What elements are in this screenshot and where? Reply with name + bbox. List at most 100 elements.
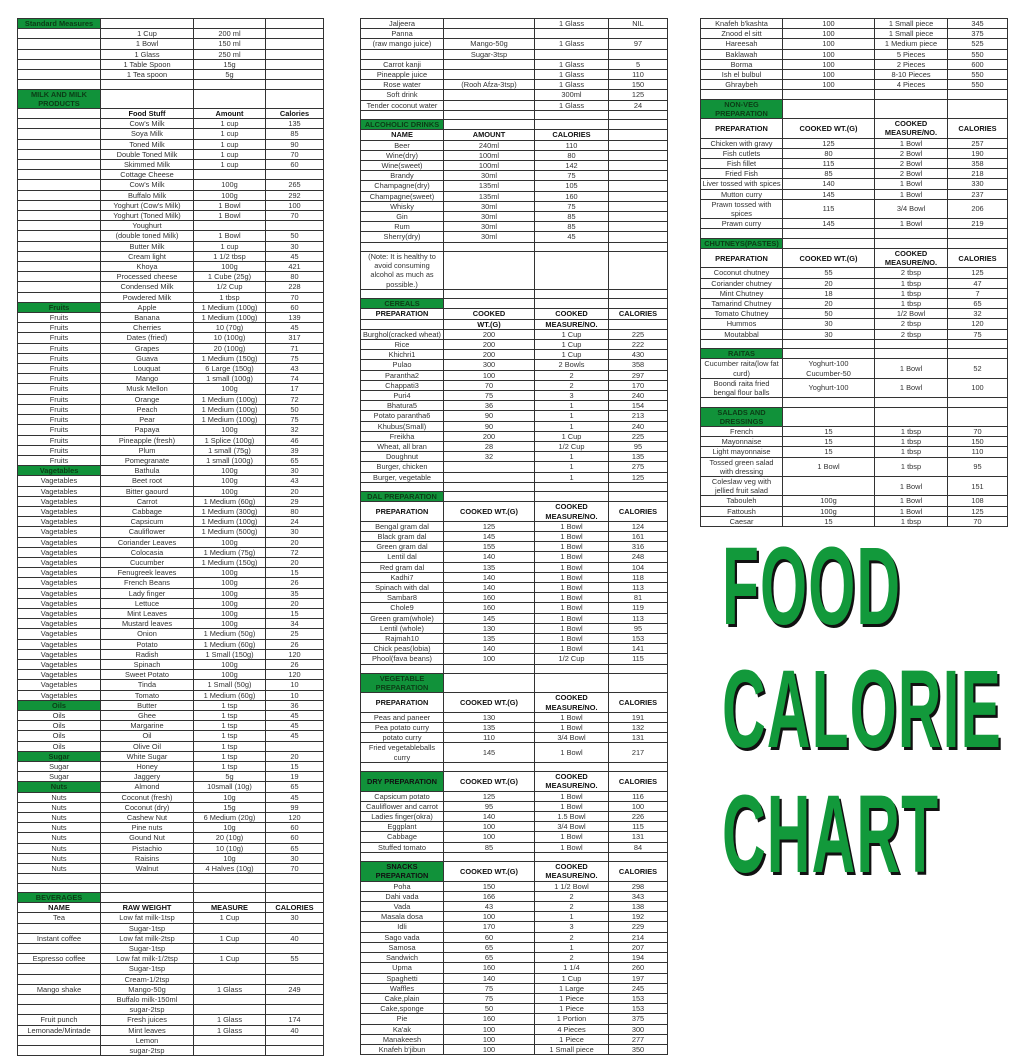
table-cell: 36 — [265, 699, 324, 711]
table-cell: Baklawah — [700, 48, 783, 60]
table-cell: 85 — [443, 841, 535, 853]
table-cell: 1 Bowl — [874, 358, 948, 379]
table-cell: 150 — [947, 436, 1008, 448]
table-row: Vagetables Colocasia 1 Medium (75g) 72 — [17, 546, 324, 558]
table-cell: Capsicum — [100, 516, 194, 528]
table-cell: 2 — [534, 890, 609, 903]
table-row: Potato parantha6 90 1 213 — [360, 410, 668, 422]
table-cell: Processed cheese — [100, 271, 194, 283]
table-cell — [360, 318, 444, 330]
table-row: Vagetables Lady finger 100g 35 — [17, 587, 324, 599]
table-row: Cottage Cheese — [17, 169, 324, 181]
table-cell: 46 — [265, 434, 324, 446]
table-row: Khoya 100g 421 — [17, 261, 324, 273]
table-cell — [700, 228, 783, 239]
calorie-table-right: Knafeh b'kashta 100 1 Small piece 345 Znood … — [700, 17, 1008, 528]
table-cell: 257 — [947, 137, 1008, 149]
table-cell: 104 — [608, 561, 668, 573]
table-cell — [17, 28, 101, 40]
table-row: Fish cutlets 80 2 Bowl 190 — [700, 147, 1008, 160]
table-cell: 550 — [947, 79, 1008, 91]
table-cell: 100 — [443, 653, 535, 665]
table-cell: 225 — [608, 430, 668, 443]
table-cell: CALORIES — [608, 861, 668, 882]
section-label: Fruits — [17, 301, 101, 314]
table-cell: Yoghurt (Toned Milk) — [100, 210, 194, 222]
table-cell: 1 Cup — [534, 339, 609, 351]
table-cell: 3/4 Bowl — [874, 198, 948, 220]
table-row: Cow's Milk 1 cup 135 — [17, 118, 324, 130]
table-row: Buffalo milk-150ml — [17, 994, 324, 1006]
table-row: Nuts Coconut (fresh) 10g 45 — [17, 791, 324, 803]
table-cell: 113 — [608, 612, 668, 624]
table-cell: 229 — [608, 921, 668, 933]
table-cell: Pomegranate — [100, 454, 194, 467]
table-cell — [193, 891, 266, 904]
table-cell: Vagetables — [17, 618, 101, 630]
table-cell: Black gram dal — [360, 531, 444, 543]
table-cell — [782, 98, 875, 120]
table-row: Vagetables Fenugreek leaves 100g 15 — [17, 567, 324, 579]
table-row: Mango shake Mango-50g 1 Glass 249 — [17, 983, 324, 996]
table-cell: 240 — [608, 390, 668, 402]
table-cell: Fruit punch — [17, 1014, 101, 1026]
table-cell: 43 — [265, 475, 324, 487]
table-cell: 6 Large (150g) — [193, 363, 266, 375]
table-row: Vagetables Coriander Leaves 100g 20 — [17, 536, 324, 548]
table-cell: 1 Bowl — [874, 188, 948, 200]
table-cell: 160 — [443, 1013, 535, 1025]
table-row: Coriander chutney 20 1 tbsp 47 — [700, 277, 1008, 289]
table-cell: 36 — [443, 400, 535, 412]
table-row: Fruits Grapes 20 (100g) 71 — [17, 342, 324, 354]
table-cell: 43 — [265, 363, 324, 375]
table-cell: 32 — [443, 451, 535, 463]
table-row: Vagetables Bitter gaourd 100g 20 — [17, 485, 324, 497]
table-cell: Nuts — [17, 832, 101, 844]
table-row: Pineapple juice 1 Glass 110 — [360, 69, 668, 81]
table-cell: 1 Bowl — [534, 561, 609, 573]
table-cell: Prawn curry — [700, 218, 783, 230]
table-row: Khubus(Small) 90 1 240 — [360, 420, 668, 432]
table-cell: 95 — [608, 622, 668, 635]
table-row: Fruits Banana 1 Medium (100g) 139 — [17, 312, 324, 324]
table-cell: 194 — [608, 952, 668, 964]
table-row: Soya Milk 1 cup 85 — [17, 128, 324, 140]
title-line-calorie: CALORIE — [722, 648, 1002, 771]
table-cell — [100, 873, 194, 884]
table-cell: Fenugreek leaves — [100, 567, 194, 579]
table-row: Black gram dal 145 1 Bowl 161 — [360, 531, 668, 543]
table-cell: 1 Medium piece — [874, 38, 948, 50]
table-cell: Chappati3 — [360, 379, 444, 392]
table-cell: 358 — [947, 158, 1008, 170]
table-row: Fruits Pomegranate 1 small (100g) 65 — [17, 454, 324, 467]
table-cell: 32 — [947, 308, 1008, 320]
table-row: Cake,sponge 50 1 Piece 153 — [360, 1003, 668, 1015]
table-cell: 20 (10g) — [193, 832, 266, 844]
table-cell: 275 — [608, 461, 668, 473]
table-cell: 35 — [265, 587, 324, 599]
table-row: Vagetables Tinda 1 Small (50g) 10 — [17, 679, 324, 691]
table-row: Wine(dry) 100ml 80 — [360, 149, 668, 162]
table-cell: Coriander chutney — [700, 277, 783, 289]
table-cell — [534, 109, 609, 121]
table-cell: CALORIES — [608, 692, 668, 713]
table-row: Oils Ghee 1 tsp 45 — [17, 709, 324, 722]
table-cell — [534, 298, 609, 310]
table-cell: Ladies finger(okra) — [360, 811, 444, 823]
table-cell: 135 — [265, 118, 324, 130]
table-cell: 115 — [608, 821, 668, 833]
table-cell: 1 Medium (60g) — [193, 495, 266, 507]
table-row: Idli 170 3 229 — [360, 921, 668, 933]
table-cell: CALORIES — [947, 118, 1008, 139]
table-cell: 1 Medium (60g) — [193, 638, 266, 650]
table-cell: 125 — [782, 137, 875, 149]
table-cell — [947, 348, 1008, 360]
table-cell: 130 — [443, 711, 535, 724]
table-row: Pea potato curry 135 1 Bowl 132 — [360, 722, 668, 734]
table-row: Boondi raita fried bengal flour balls Yog… — [700, 377, 1008, 399]
table-cell: 100 — [608, 800, 668, 813]
table-cell — [947, 98, 1008, 120]
table-cell: 191 — [608, 711, 668, 724]
section-label: ALCOHOLIC DRINKS — [360, 119, 444, 131]
table-row: Fruits Louquat 6 Large (150g) 43 — [17, 363, 324, 375]
